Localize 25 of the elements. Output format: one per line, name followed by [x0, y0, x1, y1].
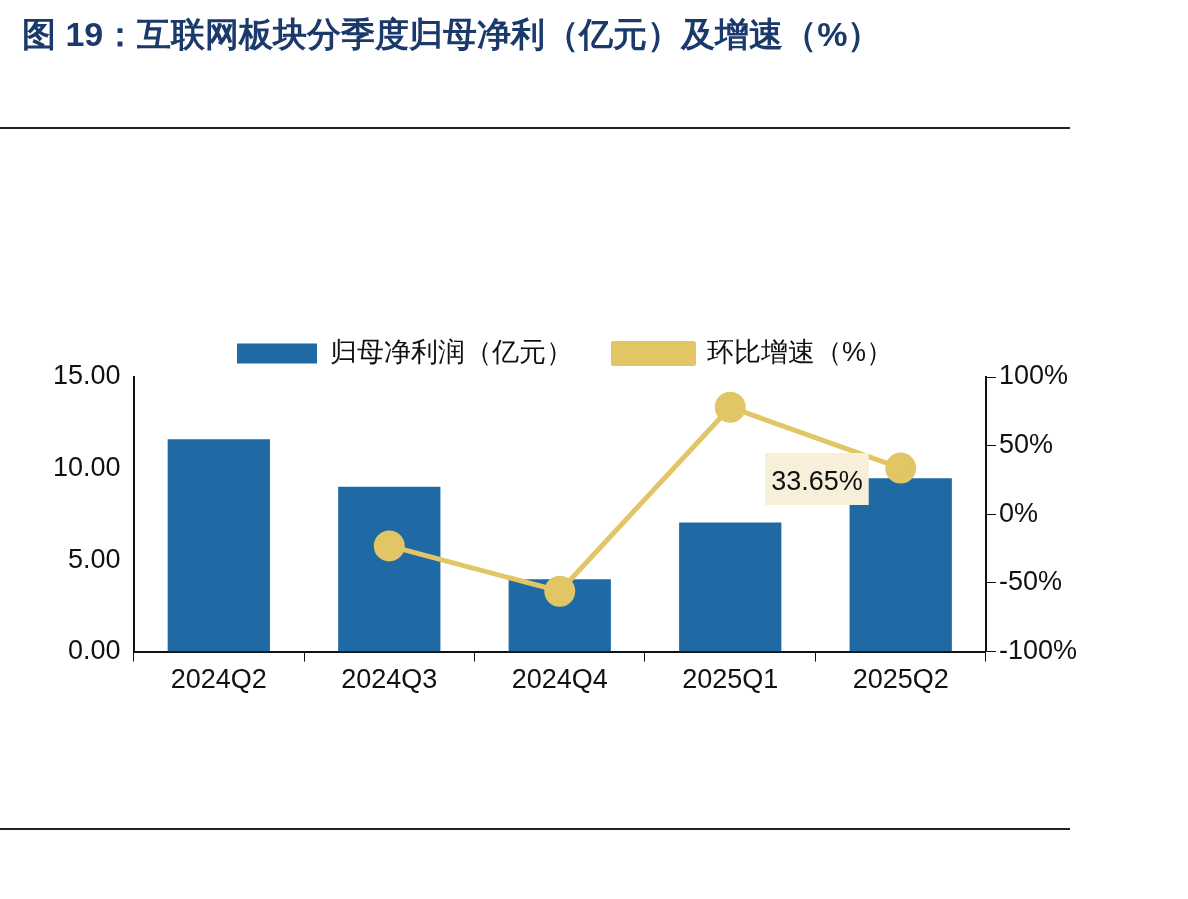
chart-title: 图 19：互联网板块分季度归母净利（亿元）及增速（%） [22, 14, 883, 55]
bar [338, 486, 441, 652]
y2-tick-label: -50% [998, 566, 1062, 597]
bar [167, 439, 270, 652]
x-tick-label: 2024Q2 [170, 664, 267, 695]
y2-tick-label: 100% [998, 360, 1069, 391]
point [373, 530, 405, 562]
y2-tick-label: 0% [998, 497, 1038, 528]
x-tick-label: 2025Q1 [682, 664, 779, 695]
y-tick-label: 10.00 [52, 451, 121, 482]
x-tick-label: 2025Q2 [852, 664, 949, 695]
point [885, 452, 917, 484]
data-label: 33.65% [771, 465, 863, 496]
point [714, 391, 746, 423]
y-tick-label: 0.00 [68, 635, 121, 666]
x-tick-label: 2024Q4 [511, 664, 608, 695]
legend-label: 归母净利润（亿元） [330, 336, 574, 367]
x-tick-label: 2024Q3 [341, 664, 438, 695]
bar [679, 522, 782, 652]
y2-tick-label: -100% [998, 635, 1077, 666]
y-tick-label: 15.00 [52, 360, 121, 391]
point [544, 575, 576, 607]
y2-tick-label: 50% [998, 429, 1053, 460]
y-tick-label: 5.00 [68, 543, 121, 574]
legend-label: 环比增速（%） [707, 336, 894, 367]
